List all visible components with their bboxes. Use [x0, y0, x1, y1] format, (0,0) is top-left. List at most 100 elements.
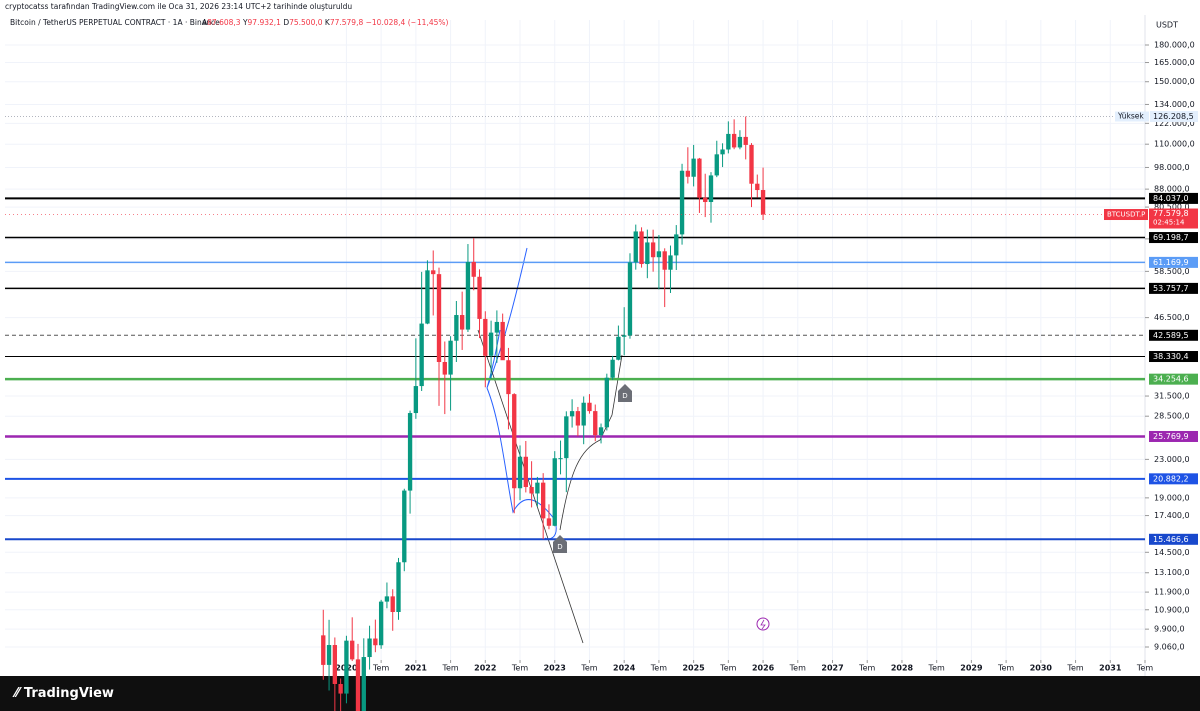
event-icon[interactable] [756, 617, 770, 631]
x-tick-label: Tem [1136, 664, 1153, 673]
x-tick-label: 2022 [474, 664, 496, 673]
candle-body [656, 251, 662, 258]
y-tick-label: 150.000,0 [1154, 77, 1195, 86]
y-tick-label: 110.000,0 [1154, 140, 1195, 149]
x-tick-label: 2021 [405, 664, 428, 673]
candle-body [442, 362, 447, 375]
level-label-box [1149, 533, 1198, 545]
x-tick-label: Tem [858, 664, 875, 673]
annotation-marker [618, 384, 632, 402]
x-tick-label: 2031 [1099, 664, 1122, 673]
candle-body [506, 360, 511, 395]
candle-body [708, 175, 714, 203]
high-label: Yüksek [1117, 112, 1144, 121]
candle-body [633, 231, 638, 263]
candle-body [685, 170, 691, 177]
level-label-box [1149, 351, 1198, 363]
ohlc: A87.608,3 Y97.932,1 D75.500,0 K77.579,8 … [202, 18, 448, 27]
candle-body [587, 402, 592, 412]
y-tick-label: 17.400,0 [1154, 511, 1190, 520]
level-label-box [1149, 373, 1198, 385]
candle-body [419, 323, 424, 387]
x-tick-label: Tem [650, 664, 667, 673]
candle-body [500, 321, 505, 361]
candle-body [402, 490, 407, 563]
x-tick-label: 2024 [613, 664, 636, 673]
y-tick-label: 122.000,0 [1154, 119, 1195, 128]
candle-body [645, 242, 650, 265]
x-tick-label: Tem [789, 664, 806, 673]
level-label: 69.198,7 [1153, 233, 1189, 242]
candle-body [552, 458, 557, 526]
candle-body [355, 659, 361, 711]
candle-body [679, 170, 685, 235]
last-price: 77.579,8 [1153, 209, 1189, 218]
level-label: 61.169,9 [1153, 258, 1189, 267]
candle-body [361, 657, 366, 711]
candle-body [558, 458, 563, 460]
candle-body [714, 154, 719, 176]
x-tick-label: Tem [719, 664, 736, 673]
x-tick-label: 2027 [821, 664, 843, 673]
trend-line [559, 354, 623, 531]
candle-body [535, 482, 540, 494]
candle-body [610, 359, 615, 378]
low-label: D [283, 18, 289, 27]
candle-body [703, 197, 708, 203]
x-tick-label: Tem [1066, 664, 1083, 673]
footer-bar [0, 676, 1200, 711]
last-price-box [1149, 208, 1198, 229]
open-label: A [202, 18, 208, 27]
y-tick-label: 23.000,0 [1154, 455, 1190, 464]
attribution: cryptocatss tarafından TradingView.com i… [5, 2, 352, 11]
candle-body [581, 402, 586, 426]
level-label: 34.254,6 [1153, 375, 1189, 384]
high-value: 126.208,5 [1153, 112, 1194, 121]
x-tick-label: 2025 [682, 664, 705, 673]
candle-body [622, 335, 627, 337]
y-tick-label: 19.000,0 [1154, 493, 1190, 502]
x-tick-label: Tem [511, 664, 528, 673]
countdown: 02:45:14 [1153, 219, 1185, 227]
candle-body [760, 190, 766, 215]
high-label-box [1115, 111, 1149, 122]
candle-body [627, 262, 633, 336]
level-label-box [1149, 473, 1198, 485]
candle-body [517, 456, 523, 489]
candle-body [431, 270, 436, 275]
candle-body [726, 133, 731, 150]
level-label: 42.589,5 [1153, 331, 1189, 340]
candle-body [604, 377, 609, 428]
close-label: K [325, 18, 331, 27]
symbol-tag-box [1104, 209, 1148, 221]
high-value-box [1150, 111, 1198, 123]
candle-body [523, 456, 528, 488]
level-label-box [1149, 192, 1198, 204]
y-tick-label: 31.500,0 [1154, 392, 1190, 401]
y-tick-label: 134.000,0 [1154, 100, 1195, 109]
candle-body [471, 261, 476, 277]
candle-body [436, 274, 442, 363]
candle-body [569, 411, 575, 417]
x-tick-label: Tem [928, 664, 945, 673]
candle-body [344, 640, 349, 694]
trend-line [477, 329, 584, 644]
candle-body [616, 336, 621, 360]
candle-body [459, 315, 465, 330]
candle-body [326, 645, 332, 665]
candle-body [425, 270, 430, 324]
candle-body [488, 332, 494, 356]
y-tick-label: 13.100,0 [1154, 568, 1190, 577]
y-tick-label: 11.900,0 [1154, 588, 1190, 597]
candle-body [598, 427, 604, 436]
candle-body [465, 261, 471, 330]
x-tick-label: Tem [441, 664, 458, 673]
x-tick-label: Tem [580, 664, 597, 673]
y-tick-label: 180.000,0 [1154, 41, 1195, 50]
candle-body [494, 321, 500, 333]
candle-body [546, 518, 552, 526]
y-tick-label: 58.500,0 [1154, 267, 1190, 276]
y-tick-label: 46.500,0 [1154, 313, 1190, 322]
level-label-box [1149, 430, 1198, 442]
